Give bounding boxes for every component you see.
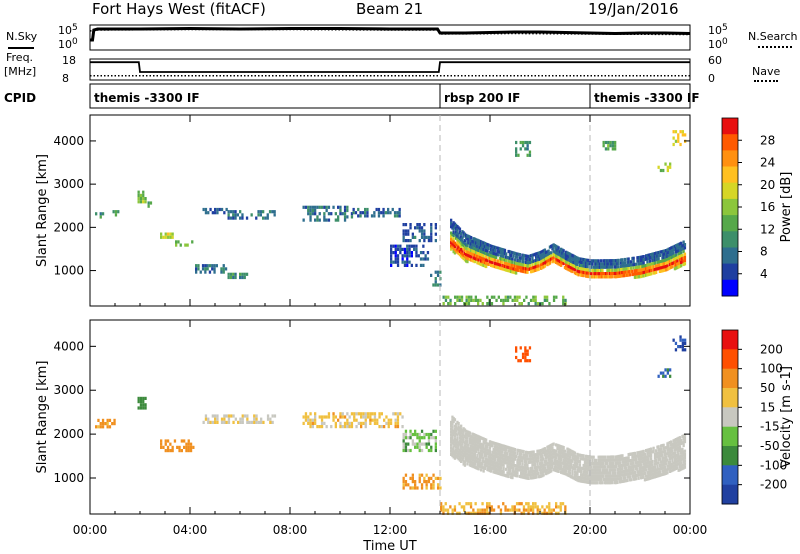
power-panel-ytick-label: 1000 <box>53 264 84 278</box>
power-colorbar-tick-label: 8 <box>760 245 768 259</box>
velocity-colorbar-tick-label: 15 <box>760 400 775 414</box>
nsky-label: N.Sky <box>6 30 38 43</box>
cpid-segment-label: themis -3300 IF <box>94 91 200 105</box>
power-colorbar-swatch <box>722 231 738 248</box>
power-panel-ylabel: Slant Range [km] <box>35 154 50 267</box>
cpid-label: CPID <box>4 91 37 105</box>
power-colorbar-swatch <box>722 263 738 281</box>
noise-left-tick-top: 105 <box>58 23 78 37</box>
nave-right-tick-top: 60 <box>708 54 722 67</box>
velocity-colorbar-tick-label: 100 <box>760 362 783 376</box>
velocity-panel-ytick-label: 2000 <box>53 427 84 441</box>
date-title: 19/Jan/2016 <box>588 0 679 18</box>
nsky-legend-line <box>8 47 34 49</box>
velocity-panel-ytick-label: 3000 <box>53 383 84 397</box>
velocity-colorbar-swatch <box>722 484 738 505</box>
cpid-segment-label: rbsp 200 IF <box>444 91 520 105</box>
velocity-colorbar-tick-label: 200 <box>760 342 783 356</box>
velocity-colorbar-tick-label: -15 <box>760 420 780 434</box>
time-tick-label: 00:00 <box>673 523 708 537</box>
freq-panel-frame <box>89 58 691 81</box>
noise-right-tick-top: 105 <box>708 23 728 37</box>
time-tick-label: 20:00 <box>573 523 608 537</box>
nsearch-line <box>89 28 691 36</box>
velocity-colorbar-swatch <box>722 368 738 389</box>
noise-left-tick-bottom: 100 <box>58 37 78 51</box>
nave-label: Nave <box>752 65 781 78</box>
power-colorbar-tick-label: 28 <box>760 133 775 147</box>
velocity-panel-frame <box>89 319 691 515</box>
power-colorbar-swatch <box>722 150 738 168</box>
velocity-colorbar-swatch <box>722 426 738 447</box>
time-tick-label: 08:00 <box>273 523 308 537</box>
power-colorbar-swatch <box>722 279 738 297</box>
velocity-panel-ytick-label: 4000 <box>53 339 84 353</box>
power-colorbar-swatch <box>722 118 738 135</box>
freq-label: Freq. <box>6 51 34 64</box>
power-colorbar-tick-label: 20 <box>760 178 775 192</box>
power-panel-ytick-label: 3000 <box>53 177 84 191</box>
power-panel-ytick-label: 2000 <box>53 220 84 234</box>
power-colorbar-label: Power [dB] <box>779 172 794 243</box>
velocity-colorbar-swatch <box>722 446 738 466</box>
power-colorbar-tick-label: 4 <box>760 267 768 281</box>
nsearch-legend-line <box>758 46 792 48</box>
velocity-panel-ylabel: Slant Range [km] <box>35 361 50 474</box>
time-tick-label: 16:00 <box>473 523 508 537</box>
power-colorbar-tick-label: 24 <box>760 156 775 170</box>
beam-title: Beam 21 <box>356 0 424 18</box>
cpid-bar-frame <box>89 83 691 109</box>
velocity-colorbar-tick-label: -50 <box>760 439 780 453</box>
velocity-colorbar-tick-label: -100 <box>760 458 787 472</box>
time-axis-title: Time UT <box>362 539 416 554</box>
power-panel-echoes <box>95 130 687 306</box>
velocity-colorbar-swatch <box>722 349 738 370</box>
velocity-colorbar-swatch <box>722 465 738 486</box>
velocity-colorbar-tick-label: 50 <box>760 381 775 395</box>
power-panel-ytick-label: 4000 <box>53 134 84 148</box>
freq-left-tick-bottom: 8 <box>62 72 69 85</box>
power-colorbar-swatch <box>722 215 738 232</box>
freq-unit-label: [MHz] <box>4 65 37 78</box>
freq-line <box>90 61 690 73</box>
nsearch-label: N.Search <box>748 30 798 43</box>
freq-left-tick-top: 18 <box>62 54 76 67</box>
velocity-colorbar-swatch <box>722 407 738 428</box>
power-colorbar-tick-label: 12 <box>760 222 775 236</box>
velocity-colorbar-swatch <box>722 330 738 350</box>
nave-right-tick-bottom: 0 <box>708 72 715 85</box>
time-tick-label: 04:00 <box>173 523 208 537</box>
power-colorbar-swatch <box>722 166 738 184</box>
nave-legend-line <box>754 80 778 82</box>
velocity-colorbar-label: Velocity [m s-1] <box>779 366 794 468</box>
velocity-colorbar-tick-label: -200 <box>760 478 787 492</box>
power-colorbar-swatch <box>722 182 738 200</box>
time-tick-label: 00:00 <box>73 523 108 537</box>
time-tick-label: 12:00 <box>373 523 408 537</box>
power-colorbar-swatch <box>722 134 738 151</box>
noise-right-tick-bottom: 100 <box>708 37 728 51</box>
noise-panel-frame <box>89 24 691 51</box>
velocity-panel-ytick-label: 1000 <box>53 471 84 485</box>
power-colorbar-swatch <box>722 198 738 216</box>
nsky-line <box>90 26 691 42</box>
velocity-colorbar-swatch <box>722 388 738 408</box>
cpid-segment-label: themis -3300 IF <box>594 91 700 105</box>
power-colorbar-swatch <box>722 247 738 265</box>
velocity-panel-echoes <box>95 335 687 515</box>
velocity-colorbar-frame <box>721 329 739 505</box>
site-title: Fort Hays West (fitACF) <box>92 0 266 18</box>
power-colorbar-tick-label: 16 <box>760 200 775 214</box>
